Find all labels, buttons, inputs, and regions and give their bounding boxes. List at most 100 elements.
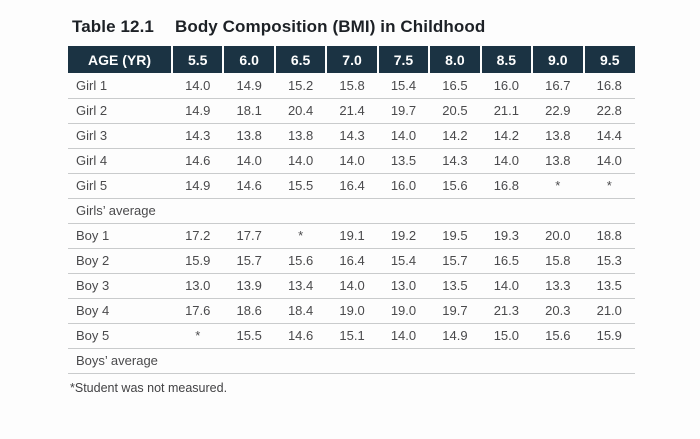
header-cell-8.0: 8.0: [428, 46, 481, 73]
table-row: Girl 4 14.6 14.0 14.0 14.0 13.5 14.3 14.0 13.8 14…: [68, 148, 635, 174]
data-cell: 21.1: [480, 98, 533, 124]
table-body: Girl 1 14.0 14.9 15.2 15.8 15.4 16.5 16.0 16.7 16…: [68, 73, 635, 374]
data-cell: 14.0: [326, 148, 378, 174]
data-cell: 22.8: [583, 98, 635, 124]
data-cell: *: [583, 173, 635, 199]
data-cell: 21.4: [326, 98, 378, 124]
table-row: Boy 3 13.0 13.9 13.4 14.0 13.0 13.5 14.0 13.3 13.…: [68, 273, 635, 299]
data-cell: 16.5: [429, 73, 481, 99]
data-cell: 14.0: [326, 273, 378, 299]
data-cell: 18.6: [223, 298, 275, 324]
header-cell-7.5: 7.5: [376, 46, 430, 73]
data-cell: 15.6: [532, 323, 584, 349]
data-cell: 15.1: [326, 323, 378, 349]
data-cell: 15.0: [480, 323, 533, 349]
data-cell: [172, 198, 224, 224]
data-cell: 14.0: [480, 273, 533, 299]
data-cell: 13.0: [377, 273, 430, 299]
data-cell: 19.0: [377, 298, 430, 324]
data-cell: 14.0: [480, 148, 533, 174]
data-cell: 13.5: [583, 273, 635, 299]
data-cell: [583, 348, 635, 374]
data-cell: 21.3: [480, 298, 533, 324]
row-label: Boy 4: [68, 298, 172, 324]
table-row: Girl 3 14.3 13.8 13.8 14.3 14.0 14.2 14.2 13.8 14…: [68, 123, 635, 149]
data-cell: 16.0: [377, 173, 430, 199]
header-row: AGE (YR) 5.5 6.0 6.5 7.0 7.5 8.0 8.5 9.0 9.5: [68, 46, 635, 73]
data-cell: 14.2: [429, 123, 481, 149]
data-cell: 16.4: [326, 173, 378, 199]
data-cell: 15.6: [274, 248, 327, 274]
data-cell: 13.9: [223, 273, 275, 299]
data-cell: [377, 348, 430, 374]
data-cell: [429, 348, 481, 374]
data-cell: 19.7: [429, 298, 481, 324]
data-cell: 15.8: [326, 73, 378, 99]
data-cell: 15.5: [274, 173, 327, 199]
table-number: Table 12.1: [72, 17, 154, 36]
table-row: Boy 2 15.9 15.7 15.6 16.4 15.4 15.7 16.5 15.8 15.…: [68, 248, 635, 274]
row-label: Girl 2: [68, 98, 172, 124]
data-cell: 14.0: [223, 148, 275, 174]
data-cell: 16.5: [480, 248, 533, 274]
data-cell: 21.0: [583, 298, 635, 324]
header-cell-6.0: 6.0: [222, 46, 275, 73]
data-cell: 13.0: [172, 273, 224, 299]
data-cell: [532, 348, 584, 374]
data-cell: 16.4: [326, 248, 378, 274]
data-cell: 20.4: [274, 98, 327, 124]
data-cell: 14.3: [326, 123, 378, 149]
row-label: Girls’ average: [68, 198, 172, 224]
data-cell: 13.8: [532, 148, 584, 174]
data-cell: 15.8: [532, 248, 584, 274]
table-row: Girl 5 14.9 14.6 15.5 16.4 16.0 15.6 16.8 * *: [68, 173, 635, 199]
table-row: Girl 1 14.0 14.9 15.2 15.8 15.4 16.5 16.0 16.7 16…: [68, 73, 635, 99]
table-row: Girl 2 14.9 18.1 20.4 21.4 19.7 20.5 21.1 22.9 22…: [68, 98, 635, 124]
data-cell: 16.8: [583, 73, 635, 99]
table-row: Boy 4 17.6 18.6 18.4 19.0 19.0 19.7 21.3 20.3 21.…: [68, 298, 635, 324]
data-cell: 18.4: [274, 298, 327, 324]
data-cell: 15.5: [223, 323, 275, 349]
header-cell-9.5: 9.5: [582, 46, 635, 73]
data-cell: [429, 198, 481, 224]
row-label: Boy 5: [68, 323, 172, 349]
data-cell: [532, 198, 584, 224]
data-cell: [274, 348, 327, 374]
data-cell: 15.4: [377, 73, 430, 99]
data-cell: [172, 348, 224, 374]
data-cell: 17.7: [223, 223, 275, 249]
bmi-table: AGE (YR) 5.5 6.0 6.5 7.0 7.5 8.0 8.5 9.0 9.5 Girl…: [68, 46, 635, 374]
data-cell: 13.8: [532, 123, 584, 149]
row-label: Boy 3: [68, 273, 172, 299]
data-cell: 17.2: [172, 223, 224, 249]
data-cell: 16.8: [480, 173, 533, 199]
data-cell: 14.0: [377, 323, 430, 349]
data-cell: *: [532, 173, 584, 199]
data-cell: 15.4: [377, 248, 430, 274]
data-cell: 13.8: [274, 123, 327, 149]
data-cell: [223, 198, 275, 224]
table-sheet: Table 12.1 Body Composition (BMI) in Chil…: [68, 17, 635, 395]
data-cell: 15.7: [223, 248, 275, 274]
data-cell: 15.6: [429, 173, 481, 199]
data-cell: 14.4: [583, 123, 635, 149]
data-cell: 18.1: [223, 98, 275, 124]
data-cell: [480, 348, 533, 374]
data-cell: 18.8: [583, 223, 635, 249]
data-cell: 14.6: [274, 323, 327, 349]
header-cell-5.5: 5.5: [170, 46, 224, 73]
row-label: Boy 1: [68, 223, 172, 249]
table-title: Table 12.1 Body Composition (BMI) in Chil…: [68, 17, 635, 37]
row-label: Boy 2: [68, 248, 172, 274]
data-cell: 22.9: [532, 98, 584, 124]
data-cell: 17.6: [172, 298, 224, 324]
data-cell: 19.7: [377, 98, 430, 124]
data-cell: [480, 198, 533, 224]
data-cell: 14.6: [172, 148, 224, 174]
header-cell-9.0: 9.0: [531, 46, 584, 73]
data-cell: 14.0: [274, 148, 327, 174]
data-cell: 15.9: [172, 248, 224, 274]
data-cell: *: [274, 223, 327, 249]
data-cell: 15.9: [583, 323, 635, 349]
row-label: Girl 3: [68, 123, 172, 149]
